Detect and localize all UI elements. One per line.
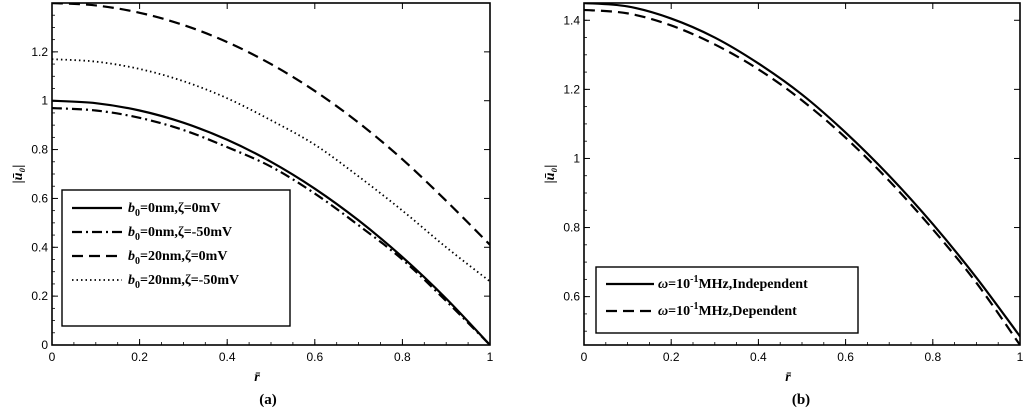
legend-rest: MHz,Dependent [698,304,797,319]
legend-symbol: ω [658,277,668,292]
y-tick-label: 1 [41,94,48,108]
series-line-a-3 [52,3,490,246]
legend-prefix: =10 [668,304,690,319]
y-tick-label: 1.2 [563,82,580,96]
legend-symbol: b [128,201,135,216]
x-tick-label: 0.4 [219,350,236,364]
x-tick-label: 0 [49,350,56,364]
legend-rest: =20nm,ζ=-50mV [140,273,239,288]
x-tick-label: 0.8 [924,350,941,364]
panel-a: 0 0.2 0.4 0.6 0.8 1 0 0.2 0.4 0.6 0.8 1 1.2 r̄ |ū₀| (a)… [11,2,494,408]
legend-label: ω=10-1MHz,Independent [658,274,808,292]
legend-symbol: ω [658,304,668,319]
y-tick-label: 0.8 [31,143,48,157]
legend-rest: MHz,Independent [698,277,808,292]
legend-superscript: -1 [690,301,698,312]
x-tick-label: 0.2 [131,350,148,364]
y-tick-label: 0.6 [31,191,48,205]
y-axis-title: |ū₀| [11,165,26,184]
legend-symbol: b [128,273,135,288]
x-axis-title: r̄ [785,370,792,385]
x-tick-label: 1 [487,350,494,364]
y-tick-label: 0.2 [31,289,48,303]
legend-label: b0=0nm,ζ=-50mV [128,225,232,243]
series-line-a-1 [52,99,490,345]
x-tick-label: 1 [1017,350,1024,364]
y-tick-label: 1.4 [563,13,580,27]
legend-label: b0=20nm,ζ=0mV [128,249,227,267]
legend-subscript: 0 [135,280,140,291]
panel-label-a: (a) [259,392,277,408]
y-axis-title: |ū₀| [543,165,558,184]
y-tick-label: 0.8 [563,221,580,235]
legend-label: b0=20nm,ζ=-50mV [128,273,239,291]
legend-superscript: -1 [690,274,698,285]
legend-rest: =20nm,ζ=0mV [140,249,227,264]
series-line-a-2 [52,106,490,345]
y-tick-label: 1 [573,151,580,165]
panel-label-b: (b) [792,392,810,408]
series-line-a-4 [52,58,490,283]
series-line-b-1 [584,3,1020,338]
x-tick-label: 0.2 [663,350,680,364]
y-tick-label: 0.4 [31,240,48,254]
x-axis-title: r̄ [254,370,261,385]
x-tick-label: 0.4 [750,350,767,364]
legend-rest: =0nm,ζ=0mV [140,201,220,216]
legend-symbol: b [128,249,135,264]
legend-symbol: b [128,225,135,240]
x-tick-label: 0.8 [394,350,411,364]
legend-label: b0=0nm,ζ=0mV [128,201,220,219]
series-line-b-2 [584,8,1020,345]
legend-subscript: 0 [135,256,140,267]
legend-subscript: 0 [135,208,140,219]
panel-b: 0 0.2 0.4 0.6 0.8 1 0.6 0.8 1 1.2 1.4 r̄ |ū₀| (b) ω=10… [543,2,1024,408]
legend-subscript: 0 [135,232,140,243]
legend-box-b [595,266,859,334]
x-tick-label: 0 [581,350,588,364]
y-tick-label: 1.2 [31,45,48,59]
x-tick-label: 0.6 [837,350,854,364]
legend-rest: =0nm,ζ=-50mV [140,225,232,240]
legend-label: ω=10-1MHz,Dependent [658,301,797,319]
x-tick-label: 0.6 [306,350,323,364]
legend-box-a [61,189,291,327]
y-tick-label: 0.6 [563,290,580,304]
y-tick-label: 0 [41,338,48,352]
legend-prefix: =10 [668,277,690,292]
